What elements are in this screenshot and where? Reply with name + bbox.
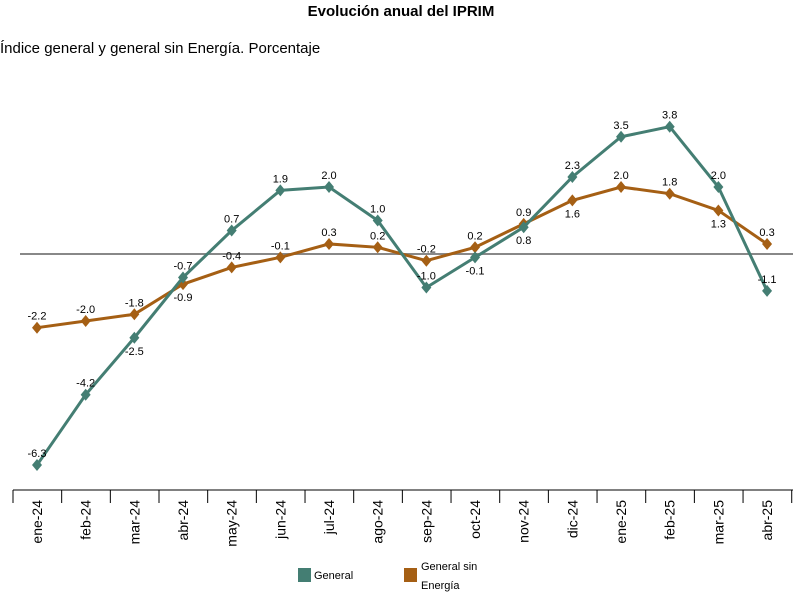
data-point (567, 194, 578, 207)
data-point (32, 321, 42, 334)
data-point (129, 331, 140, 344)
data-label: 1.0 (370, 204, 385, 216)
data-point (129, 308, 140, 321)
x-tick-label: sep-24 (418, 500, 434, 543)
data-point (421, 254, 432, 267)
data-point (421, 281, 432, 294)
data-label: -1.1 (758, 274, 777, 286)
data-label: 1.9 (273, 173, 288, 185)
data-label: -1.8 (125, 297, 144, 309)
x-tick-label: jul-24 (321, 500, 337, 535)
data-label: 2.0 (613, 170, 628, 182)
x-tick-label: feb-25 (662, 500, 678, 540)
x-tick-label: dic-24 (564, 500, 580, 538)
x-tick-label: abr-24 (175, 500, 191, 541)
data-label: 2.0 (711, 170, 726, 182)
data-point (616, 130, 627, 143)
legend-swatch-sin-energia (404, 568, 417, 582)
data-point (32, 459, 42, 472)
data-label: -0.4 (222, 250, 241, 262)
data-point (713, 204, 724, 217)
series-line-sin-energia (36, 185, 768, 330)
data-label: -2.0 (76, 304, 95, 316)
data-label: 1.8 (662, 177, 677, 189)
data-label: 3.5 (613, 120, 628, 132)
x-tick-label: mar-24 (126, 500, 142, 545)
legend-swatch-general (298, 568, 311, 582)
data-label: 0.2 (467, 230, 482, 242)
data-label: 0.8 (516, 235, 531, 247)
data-label: -0.9 (174, 292, 193, 304)
data-label: 3.8 (662, 110, 677, 122)
x-tick-label: ene-24 (29, 500, 45, 544)
data-point (616, 181, 627, 193)
data-label: 0.9 (516, 207, 531, 219)
data-point (324, 181, 335, 193)
data-label: -2.2 (28, 311, 47, 323)
data-label: -0.1 (271, 240, 290, 252)
x-tick-label: feb-24 (78, 500, 94, 540)
x-tick-label: ene-25 (613, 500, 629, 544)
x-tick-label: may-24 (224, 500, 240, 547)
chart-subtitle: Índice general y general sin Energía. Po… (0, 40, 320, 57)
data-label: 0.3 (759, 227, 774, 239)
legend-label-general: General (314, 570, 353, 582)
x-tick-label: jun-24 (272, 500, 288, 540)
x-tick-label: ago-24 (370, 500, 386, 544)
data-label: -1.0 (417, 271, 436, 283)
series-line-general (35, 125, 769, 466)
data-label: 1.3 (711, 218, 726, 230)
data-point (372, 214, 383, 227)
x-tick-label: mar-25 (710, 500, 726, 545)
data-point (713, 181, 724, 193)
legend-label-sin-energia-1: General sin (421, 561, 477, 573)
data-label: -0.1 (466, 265, 485, 277)
data-label: -2.5 (125, 346, 144, 358)
data-point (567, 170, 578, 183)
legend-label-sin-energia-2: Energía (421, 580, 460, 592)
data-point (762, 237, 773, 250)
data-point (80, 315, 91, 327)
x-tick-label: oct-24 (467, 500, 483, 539)
x-tick-label: nov-24 (516, 500, 532, 543)
data-point (80, 388, 91, 401)
data-point (178, 271, 189, 284)
data-label: -4.2 (76, 378, 95, 390)
data-label: -0.2 (417, 244, 436, 256)
data-point (664, 120, 675, 133)
data-point (762, 284, 773, 297)
legend: General General sin Energía (298, 561, 477, 592)
data-point (470, 251, 481, 264)
data-label: -6.3 (28, 448, 47, 460)
data-label: 1.6 (565, 208, 580, 220)
data-label: -0.7 (174, 260, 193, 272)
data-point (372, 241, 383, 254)
data-point (275, 251, 286, 264)
data-label: 2.0 (321, 170, 336, 182)
data-label: 0.7 (224, 214, 239, 226)
data-point (226, 224, 237, 237)
data-label: 0.3 (321, 227, 336, 239)
data-point (518, 221, 529, 234)
data-point (275, 184, 286, 197)
data-point (664, 187, 675, 200)
x-tick-label: abr-25 (759, 500, 775, 541)
data-label: 0.2 (370, 230, 385, 242)
data-point (226, 261, 237, 274)
chart-title: Evolución anual del IPRIM (308, 3, 495, 20)
data-point (470, 241, 481, 254)
data-label: 2.3 (565, 160, 580, 172)
data-point (324, 237, 335, 250)
